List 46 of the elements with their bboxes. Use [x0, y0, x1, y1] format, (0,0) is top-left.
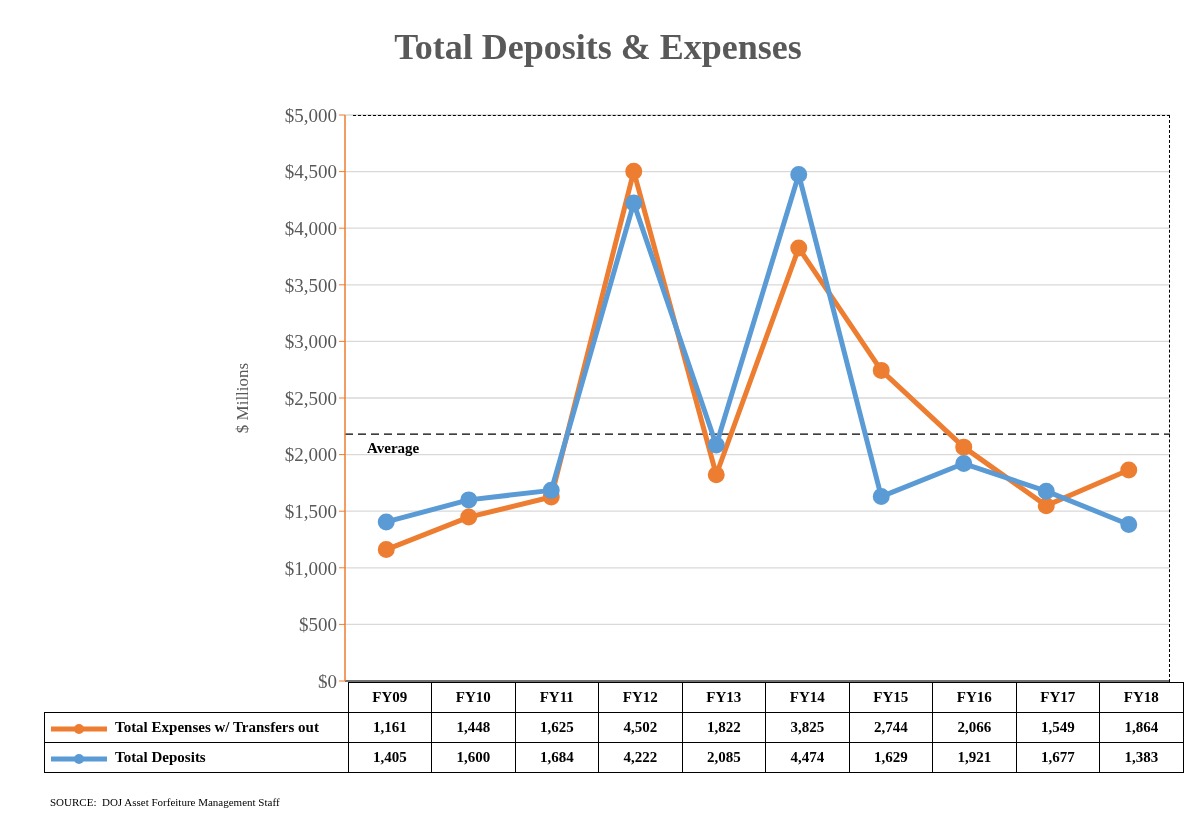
y-tick-label: $4,000: [284, 217, 337, 239]
x-tick-label: FY09: [348, 682, 432, 713]
y-tick-label: $5,000: [284, 104, 337, 126]
data-label: 4,474: [765, 742, 849, 773]
data-label: 1,600: [431, 742, 515, 773]
data-label: 2,744: [849, 712, 933, 743]
y-tick-label: $2,000: [284, 444, 337, 466]
data-label: 3,825: [765, 712, 849, 743]
data-label: 1,921: [932, 742, 1016, 773]
ref-line-label: Average: [367, 439, 420, 456]
y-tick-label: $500: [299, 614, 337, 636]
x-tick-label: FY15: [849, 682, 933, 713]
data-label: 1,677: [1016, 742, 1100, 773]
data-label: 1,684: [515, 742, 599, 773]
data-label: 1,383: [1099, 742, 1183, 773]
data-label: 1,822: [682, 712, 766, 743]
data-label: 1,405: [348, 742, 432, 773]
y-tick-label: $1,000: [284, 557, 337, 579]
y-tick-label: $4,500: [284, 161, 337, 183]
legend-label: Total Expenses w/ Transfers out: [44, 712, 348, 743]
source-note: SOURCE: DOJ Asset Forfeiture Management Staff: [50, 796, 280, 808]
x-tick-label: FY18: [1099, 682, 1183, 713]
data-label: 1,864: [1099, 712, 1183, 743]
x-tick-label: FY11: [515, 682, 599, 713]
data-label: 1,161: [348, 712, 432, 743]
x-tick-label: FY17: [1016, 682, 1100, 713]
y-tick-label: $2,500: [284, 387, 337, 409]
y-tick-label: $3,500: [284, 274, 337, 296]
data-label: 2,066: [932, 712, 1016, 743]
x-tick-label: FY12: [598, 682, 682, 713]
y-axis-title: $ Millions: [233, 361, 253, 436]
data-label: 4,222: [598, 742, 682, 773]
x-tick-label: FY16: [932, 682, 1016, 713]
x-tick-label: FY10: [431, 682, 515, 713]
y-tick-label: $3,000: [284, 331, 337, 353]
y-tick-label: $1,500: [284, 500, 337, 522]
x-tick-label: FY14: [765, 682, 849, 713]
chart-title: Total Deposits & Expenses: [393, 26, 803, 68]
data-label: 1,549: [1016, 712, 1100, 743]
data-label: 4,502: [598, 712, 682, 743]
x-tick-label: FY13: [682, 682, 766, 713]
data-label: 1,448: [431, 712, 515, 743]
data-label: 1,629: [849, 742, 933, 773]
data-label: 1,625: [515, 712, 599, 743]
data-label: 2,085: [682, 742, 766, 773]
legend-label: Total Deposits: [44, 742, 348, 773]
